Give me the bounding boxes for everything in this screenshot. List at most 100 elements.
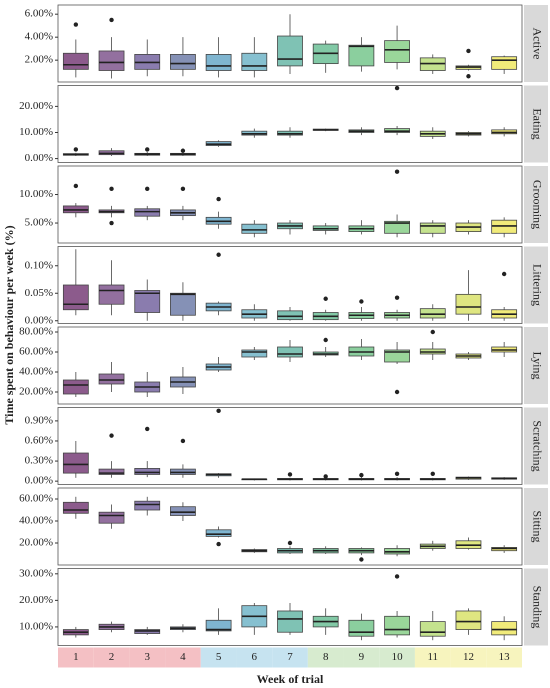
y-tick-label: 40.00% (19, 366, 53, 378)
panel-background (57, 85, 523, 163)
box (455, 293, 482, 315)
box (419, 222, 446, 234)
box (98, 50, 125, 71)
box (98, 468, 125, 475)
box (134, 468, 161, 475)
box (241, 223, 268, 234)
box (491, 219, 518, 234)
y-tick-label: 80.00% (19, 326, 53, 338)
facet-label: Eating (530, 108, 544, 139)
facet-label: Sitting (530, 510, 544, 542)
x-tick-label: 11 (427, 651, 438, 663)
y-tick-label: 2.00% (25, 54, 53, 66)
outlier (466, 48, 471, 54)
box (419, 308, 446, 319)
category-band (272, 647, 308, 668)
facet-strip (524, 568, 548, 646)
outlier (394, 169, 400, 174)
box (170, 292, 196, 316)
x-tick-label: 7 (287, 651, 293, 663)
outlier (73, 22, 79, 27)
x-tick-label: 5 (216, 651, 222, 663)
y-tick-label: 40.00% (19, 515, 53, 527)
outlier (287, 540, 293, 546)
facet-strip (524, 407, 548, 485)
box (205, 529, 232, 537)
facet-strip (524, 246, 548, 324)
facet-strip (524, 5, 548, 82)
box (170, 506, 196, 516)
outlier (394, 295, 400, 300)
box (62, 284, 89, 311)
box (134, 208, 161, 217)
category-band (58, 647, 94, 668)
y-tick-label: 0.10% (25, 259, 53, 271)
x-tick-label: 8 (323, 651, 329, 663)
category-band (307, 647, 344, 668)
category-band (200, 647, 237, 668)
category-band (93, 647, 130, 668)
box (241, 349, 268, 358)
outlier (394, 389, 400, 395)
facet-label: Lying (530, 351, 544, 379)
x-tick-label: 10 (392, 651, 404, 663)
outlier (180, 148, 186, 153)
y-tick-label: 20.00% (19, 594, 53, 606)
outlier (359, 299, 364, 304)
y-tick-label: 0.05% (25, 287, 53, 299)
y-tick-label: 20.00% (19, 386, 53, 398)
y-tick-label: 0.30% (25, 455, 53, 467)
y-tick-label: 10.00% (19, 188, 53, 200)
x-tick-label: 4 (180, 651, 186, 663)
y-tick-label: 20.00% (19, 100, 53, 112)
category-band (343, 647, 380, 668)
box (384, 220, 410, 234)
box (277, 610, 303, 633)
outlier (145, 186, 150, 192)
box (348, 619, 375, 637)
facet-label: Standing (530, 586, 544, 629)
box (134, 290, 161, 313)
facet-label: Littering (530, 264, 544, 306)
outlier (109, 433, 114, 438)
y-tick-label: 0.90% (25, 414, 53, 426)
y-tick-label: 0.00% (25, 475, 53, 487)
x-tick-label: 12 (463, 651, 474, 663)
x-tick-label: 13 (499, 651, 511, 663)
x-axis-title: Week of trial (257, 672, 324, 686)
facet-label: Scratching (530, 420, 544, 471)
x-tick-label: 6 (252, 651, 258, 663)
y-tick-label: 0.00% (25, 314, 53, 326)
y-tick-label: 5.00% (25, 217, 53, 229)
x-tick-label: 2 (109, 651, 115, 663)
box (98, 373, 125, 385)
box (62, 452, 89, 474)
box (277, 310, 303, 321)
facet-strip (524, 327, 548, 404)
box (348, 44, 375, 67)
outlier (323, 337, 328, 343)
outlier (73, 147, 79, 152)
outlier (109, 220, 114, 226)
outlier (359, 472, 364, 478)
outlier (216, 541, 221, 547)
x-tick-label: 3 (144, 651, 150, 663)
category-band (414, 647, 451, 668)
box (384, 615, 410, 636)
box (277, 35, 303, 67)
outlier (323, 296, 328, 301)
facet-strip (524, 85, 548, 163)
category-band (486, 647, 522, 668)
box (491, 56, 518, 70)
box (384, 40, 410, 63)
outlier (394, 471, 400, 476)
outlier (394, 574, 400, 579)
box (241, 52, 268, 71)
box (277, 346, 303, 358)
y-tick-label: 60.00% (19, 493, 53, 505)
x-tick-label: 9 (359, 651, 365, 663)
box (62, 52, 89, 70)
y-tick-label: 4.00% (25, 31, 53, 43)
category-band (165, 647, 201, 668)
